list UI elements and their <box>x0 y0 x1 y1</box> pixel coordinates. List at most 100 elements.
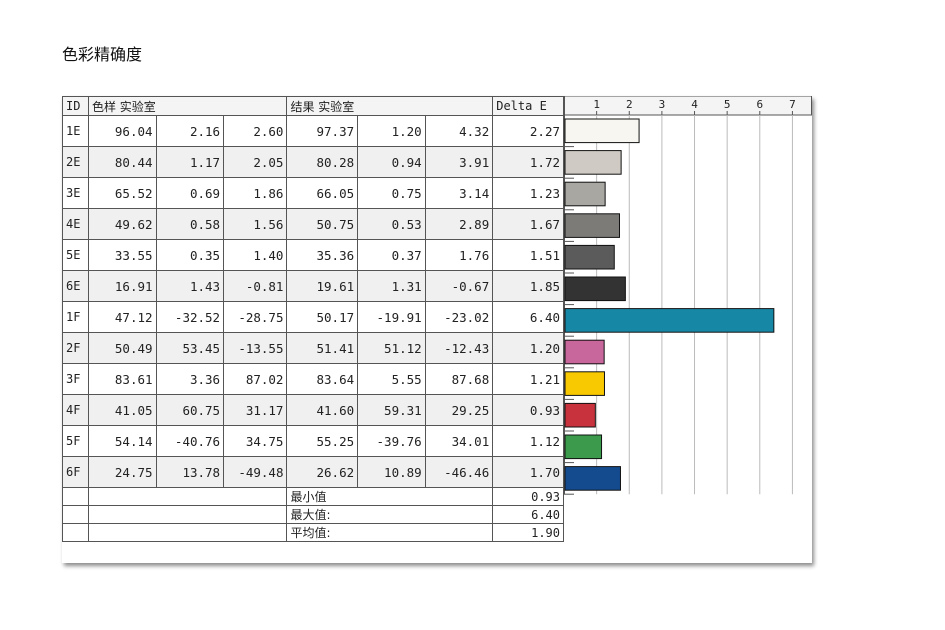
row-id: 4E <box>62 208 89 240</box>
result-lab-value: -46.46 <box>424 456 494 488</box>
row-id: 2E <box>62 146 89 178</box>
table-row: 4F 41.05 60.75 31.17 41.60 59.31 29.25 0.93 <box>62 394 564 426</box>
sample-lab-value: 13.78 <box>155 456 225 488</box>
sample-lab-value: 2.60 <box>223 115 288 147</box>
result-lab-value: 34.01 <box>424 425 494 457</box>
sample-lab-value: 2.05 <box>223 146 288 178</box>
chart-tick-label: 5 <box>724 98 731 111</box>
result-lab-value: -23.02 <box>424 301 494 333</box>
sample-lab-value: 0.58 <box>155 208 225 240</box>
color-accuracy-panel: ID 色样 实验室 结果 实验室 Delta E 1E 96.04 2.16 2.60… <box>62 96 812 563</box>
result-lab-value: 55.25 <box>286 425 359 457</box>
result-lab-value: 80.28 <box>286 146 359 178</box>
sample-lab-value: -49.48 <box>223 456 288 488</box>
row-id: 4F <box>62 394 89 426</box>
sample-lab-value: 0.69 <box>155 177 225 209</box>
result-lab-value: 51.12 <box>357 332 426 364</box>
sample-lab-value: -0.81 <box>223 270 288 302</box>
sample-lab-value: 60.75 <box>155 394 225 426</box>
result-lab-value: 4.32 <box>424 115 494 147</box>
row-id: 3E <box>62 177 89 209</box>
row-id: 1E <box>62 115 89 147</box>
result-lab-value: 1.20 <box>357 115 426 147</box>
chart-tick-label: 6 <box>756 98 763 111</box>
table-row: 3E 65.52 0.69 1.86 66.05 0.75 3.14 1.23 <box>62 177 564 209</box>
result-lab-value: 0.94 <box>357 146 426 178</box>
table-row: 1E 96.04 2.16 2.60 97.37 1.20 4.32 2.27 <box>62 115 564 147</box>
delta-e-value: 1.20 <box>492 332 564 364</box>
chart-bar <box>564 402 596 428</box>
chart-bar <box>564 434 603 460</box>
result-lab-value: 3.91 <box>424 146 494 178</box>
chart-bar <box>564 150 622 175</box>
table-row: 3F 83.61 3.36 87.02 83.64 5.55 87.68 1.21 <box>62 363 564 395</box>
chart-bar <box>564 118 640 144</box>
delta-e-bar-chart: 1 2 3 4 5 6 7 <box>564 96 812 506</box>
result-lab-value: 1.76 <box>424 239 494 271</box>
chart-tick-label: 7 <box>789 98 796 111</box>
result-lab-value: -19.91 <box>357 301 426 333</box>
result-lab-value: 50.17 <box>286 301 359 333</box>
delta-e-value: 1.21 <box>492 363 564 395</box>
delta-e-value: 2.27 <box>492 115 564 147</box>
row-id: 3F <box>62 363 89 395</box>
result-lab-value: 2.89 <box>424 208 494 240</box>
result-lab-value: 50.75 <box>286 208 359 240</box>
row-id: 5F <box>62 425 89 457</box>
page-title: 色彩精确度 <box>62 45 143 64</box>
table-row: 6E 16.91 1.43 -0.81 19.61 1.31 -0.67 1.85 <box>62 270 564 302</box>
sample-lab-value: 41.05 <box>87 394 157 426</box>
delta-e-value: 1.85 <box>492 270 564 302</box>
sample-lab-value: 49.62 <box>87 208 157 240</box>
result-lab-value: 29.25 <box>424 394 494 426</box>
result-lab-value: -0.67 <box>424 270 494 302</box>
sample-lab-value: -28.75 <box>223 301 288 333</box>
delta-e-value: 6.40 <box>492 301 564 333</box>
row-id: 6F <box>62 456 89 488</box>
result-lab-value: 1.31 <box>357 270 426 302</box>
sample-lab-value: 65.52 <box>87 177 157 209</box>
sample-lab-value: 0.35 <box>155 239 225 271</box>
delta-e-value: 0.93 <box>492 394 564 426</box>
chart-bar <box>564 244 615 270</box>
sample-lab-value: 54.14 <box>87 425 157 457</box>
sample-lab-value: 1.43 <box>155 270 225 302</box>
sample-lab-value: 96.04 <box>87 115 157 147</box>
result-lab-value: 5.55 <box>357 363 426 395</box>
sample-lab-value: 34.75 <box>223 425 288 457</box>
result-lab-value: 19.61 <box>286 270 359 302</box>
sample-lab-value: 33.55 <box>87 239 157 271</box>
result-lab-value: -39.76 <box>357 425 426 457</box>
result-lab-value: 0.37 <box>357 239 426 271</box>
row-id: 1F <box>62 301 89 333</box>
sample-lab-value: 24.75 <box>87 456 157 488</box>
stat-row: 最大值: 6.40 <box>62 505 564 524</box>
stat-row: 最小值 0.93 <box>62 487 564 506</box>
result-lab-value: 10.89 <box>357 456 426 488</box>
stat-empty-cell <box>87 523 288 542</box>
table-row: 6F 24.75 13.78 -49.48 26.62 10.89 -46.46 1.70 <box>62 456 564 488</box>
sample-lab-value: 1.40 <box>223 239 288 271</box>
chart-bar <box>564 466 621 491</box>
result-lab-value: -12.43 <box>424 332 494 364</box>
chart-bar <box>564 213 620 238</box>
chart-tick-label: 3 <box>659 98 666 111</box>
sample-lab-value: 31.17 <box>223 394 288 426</box>
result-lab-value: 0.53 <box>357 208 426 240</box>
sample-lab-value: 16.91 <box>87 270 157 302</box>
color-accuracy-table: ID 色样 实验室 结果 实验室 Delta E 1E 96.04 2.16 2.60… <box>62 96 564 542</box>
stat-empty-cell <box>62 523 89 542</box>
chart-bar <box>564 181 606 207</box>
result-lab-value: 51.41 <box>286 332 359 364</box>
header-sample-lab: 色样 实验室 <box>87 96 288 116</box>
stat-value: 1.90 <box>492 523 564 542</box>
result-lab-value: 97.37 <box>286 115 359 147</box>
header-id: ID <box>62 96 89 116</box>
sample-lab-value: 53.45 <box>155 332 225 364</box>
table-row: 1F 47.12 -32.52 -28.75 50.17 -19.91 -23.02 6.40 <box>62 301 564 333</box>
sample-lab-value: 87.02 <box>223 363 288 395</box>
result-lab-value: 26.62 <box>286 456 359 488</box>
sample-lab-value: -40.76 <box>155 425 225 457</box>
stat-empty-cell <box>87 505 288 524</box>
chart-svg: 1 2 3 4 5 6 7 <box>564 96 812 495</box>
